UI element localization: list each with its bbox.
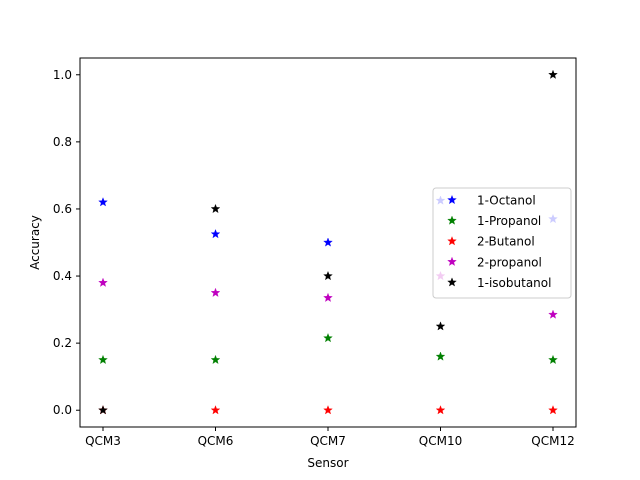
y-tick-label: 1.0 — [53, 68, 72, 82]
x-tick-label: QCM3 — [85, 434, 121, 448]
legend-label: 1-isobutanol — [477, 276, 551, 290]
legend-label: 2-propanol — [477, 255, 542, 269]
x-tick-label: QCM10 — [419, 434, 462, 448]
marker-1-propanol — [210, 354, 221, 365]
y-axis: 0.0 0.2 0.4 0.6 0.8 1.0 — [53, 68, 80, 417]
marker-2-butanol — [210, 405, 221, 415]
legend-item: 1-isobutanol — [447, 276, 551, 290]
marker-2-propanol — [210, 287, 221, 297]
legend-box — [432, 187, 572, 299]
marker-1-isobutanol — [323, 270, 333, 281]
marker-1-octanol — [98, 197, 108, 207]
x-axis: QCM3 QCM6 QCM7 QCM10 QCM12 — [85, 427, 575, 448]
marker-1-propanol — [323, 333, 333, 343]
marker-1-propanol — [548, 354, 558, 365]
legend-item: 2-Butanol — [447, 235, 535, 249]
x-tick-label: QCM7 — [310, 434, 346, 448]
y-tick-label: 0.6 — [53, 202, 72, 216]
legend: 1-Octanol 1-Propanol 2-Butanol 2-propanol 1-… — [432, 187, 572, 299]
legend-label: 1-Propanol — [477, 214, 541, 228]
marker-1-octanol — [323, 237, 333, 247]
legend-marker — [447, 277, 457, 287]
legend-marker — [447, 256, 457, 266]
legend-item: 1-Octanol — [447, 194, 536, 208]
legend-item: 1-Propanol — [447, 214, 541, 228]
y-tick-label: 0.8 — [53, 135, 72, 149]
x-axis-label: Sensor — [307, 456, 348, 470]
marker-2-propanol — [548, 309, 558, 319]
marker-1-propanol — [98, 354, 108, 365]
y-tick-label: 0.4 — [53, 269, 72, 283]
x-tick-label: QCM12 — [531, 434, 574, 448]
legend-label: 1-Octanol — [477, 194, 536, 208]
x-tick-label: QCM6 — [198, 434, 234, 448]
marker-1-propanol — [435, 351, 446, 361]
marker-2-butanol — [435, 405, 446, 415]
marker-2-butanol — [323, 405, 333, 415]
marker-1-octanol — [210, 229, 221, 239]
marker-2-propanol — [98, 277, 108, 287]
legend-item: 2-propanol — [447, 255, 542, 269]
marker-2-propanol — [323, 292, 333, 302]
y-tick-label: 0.2 — [53, 336, 72, 350]
y-tick-label: 0.0 — [53, 403, 72, 417]
y-axis-label: Accuracy — [28, 215, 42, 270]
marker-1-isobutanol — [98, 405, 108, 415]
marker-1-isobutanol — [548, 69, 558, 79]
marker-1-isobutanol — [210, 203, 221, 214]
legend-marker — [447, 215, 457, 225]
marker-1-isobutanol — [435, 321, 446, 331]
legend-marker — [447, 194, 457, 205]
marker-2-butanol — [548, 405, 558, 415]
legend-marker — [447, 236, 457, 246]
legend-label: 2-Butanol — [477, 235, 535, 249]
